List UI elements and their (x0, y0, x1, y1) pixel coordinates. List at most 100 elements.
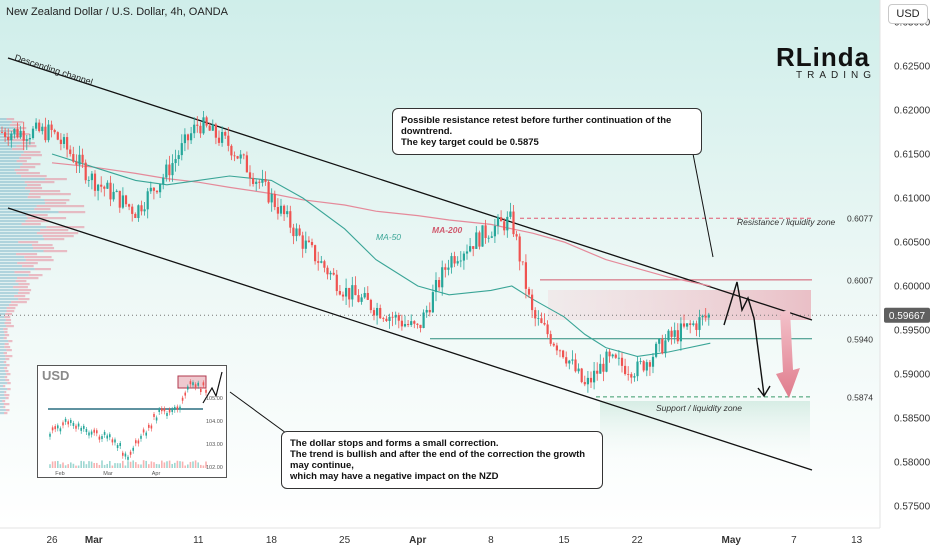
profile-bar-sell (16, 172, 40, 175)
candle-body (692, 323, 695, 325)
currency-button[interactable]: USD (888, 4, 928, 24)
inset-body (163, 408, 166, 412)
profile-bar-sell (14, 271, 31, 274)
candle-body (363, 292, 366, 298)
inset-body (57, 425, 59, 429)
inset-volume (158, 464, 160, 468)
time-tick: 22 (632, 535, 644, 546)
inset-volume (176, 460, 179, 468)
profile-bar-buy (0, 235, 43, 238)
time-tick: 13 (851, 535, 863, 546)
candle-body (323, 261, 326, 268)
candle-body (338, 291, 341, 295)
profile-bar-buy (0, 169, 15, 172)
inset-zone (177, 375, 207, 389)
inset-body (184, 392, 186, 396)
price-tick: 0.60500 (894, 238, 931, 249)
profile-bar-buy (0, 160, 17, 163)
candle-body (267, 181, 270, 203)
candle-body (183, 134, 186, 144)
candle-body (475, 232, 478, 249)
profile-bar-buy (0, 145, 17, 148)
candle-body (97, 184, 100, 191)
profile-bar-buy (0, 406, 4, 409)
inset-body (129, 451, 132, 455)
candle-body (438, 279, 441, 288)
candle-body (233, 155, 236, 157)
inset-volume (194, 460, 197, 468)
profile-bar-sell (5, 358, 10, 361)
profile-bar-buy (0, 382, 8, 385)
profile-bar-sell (5, 397, 9, 400)
price-axis-bg (880, 0, 932, 550)
profile-bar-sell (18, 298, 30, 301)
price-tick: 0.58000 (894, 458, 931, 469)
profile-bar-sell (4, 346, 11, 349)
price-tick: 0.59000 (894, 370, 931, 381)
profile-bar-sell (23, 151, 41, 154)
candle-body (115, 190, 118, 192)
profile-bar-buy (0, 133, 19, 136)
inset-volume (166, 461, 168, 468)
profile-bar-sell (4, 367, 8, 370)
inset-y-tick: 105.00 (206, 396, 223, 402)
inset-volume (189, 461, 192, 468)
profile-bar-buy (0, 376, 5, 379)
profile-bar-buy (0, 256, 25, 259)
candle-body (450, 256, 453, 268)
candle-body (131, 206, 134, 214)
inset-volume (96, 462, 98, 468)
profile-bar-buy (0, 310, 7, 313)
profile-bar-sell (6, 307, 16, 310)
time-axis[interactable]: 26 Mar 11 18 25 Apr 8 15 22 May 7 13 (46, 535, 862, 546)
profile-bar-buy (0, 139, 12, 142)
inset-volume (85, 464, 88, 468)
candle-body (651, 356, 655, 367)
inset-volume (132, 460, 134, 468)
profile-bar-buy (0, 409, 6, 412)
candle-body (493, 225, 496, 237)
inset-volume (184, 465, 186, 468)
current-price-value: 0.59667 (889, 311, 926, 322)
bottom-annotation-line-3: which may have a negative impact on the … (290, 471, 499, 482)
candle-body (31, 128, 35, 139)
candle-body (208, 125, 211, 131)
inset-body (171, 408, 173, 412)
level-tag: 0.6077 (847, 214, 873, 224)
profile-bar-buy (0, 184, 28, 187)
resistance-zone (548, 290, 811, 320)
candle-body (465, 251, 469, 254)
candle-body (422, 312, 425, 329)
candle-body (72, 154, 75, 162)
candle-body (481, 225, 484, 247)
profile-bar-buy (0, 349, 7, 352)
candle-body (159, 184, 162, 193)
candle-body (540, 318, 543, 323)
profile-bar-buy (0, 289, 19, 292)
profile-bar-sell (58, 211, 86, 214)
inset-body (83, 425, 85, 429)
candle-body (7, 136, 10, 141)
profile-bar-sell (30, 190, 61, 193)
profile-bar-buy (0, 316, 5, 319)
candle-body (236, 156, 239, 159)
candle-body (180, 143, 183, 156)
candle-body (382, 318, 385, 319)
inset-volume (59, 464, 62, 468)
inset-body (145, 432, 147, 436)
candle-body (155, 190, 159, 193)
profile-bar-buy (0, 142, 22, 145)
inset-volume (127, 462, 129, 468)
profile-bar-sell (3, 385, 6, 388)
inset-volume (171, 463, 173, 468)
profile-bar-buy (0, 361, 4, 364)
candle-body (171, 163, 174, 176)
profile-bar-sell (14, 295, 26, 298)
profile-bar-sell (34, 208, 51, 211)
candle-body (611, 354, 614, 357)
inset-volume (161, 460, 163, 468)
profile-bar-buy (0, 202, 46, 205)
profile-bar-buy (0, 196, 28, 199)
inset-body (93, 429, 95, 433)
